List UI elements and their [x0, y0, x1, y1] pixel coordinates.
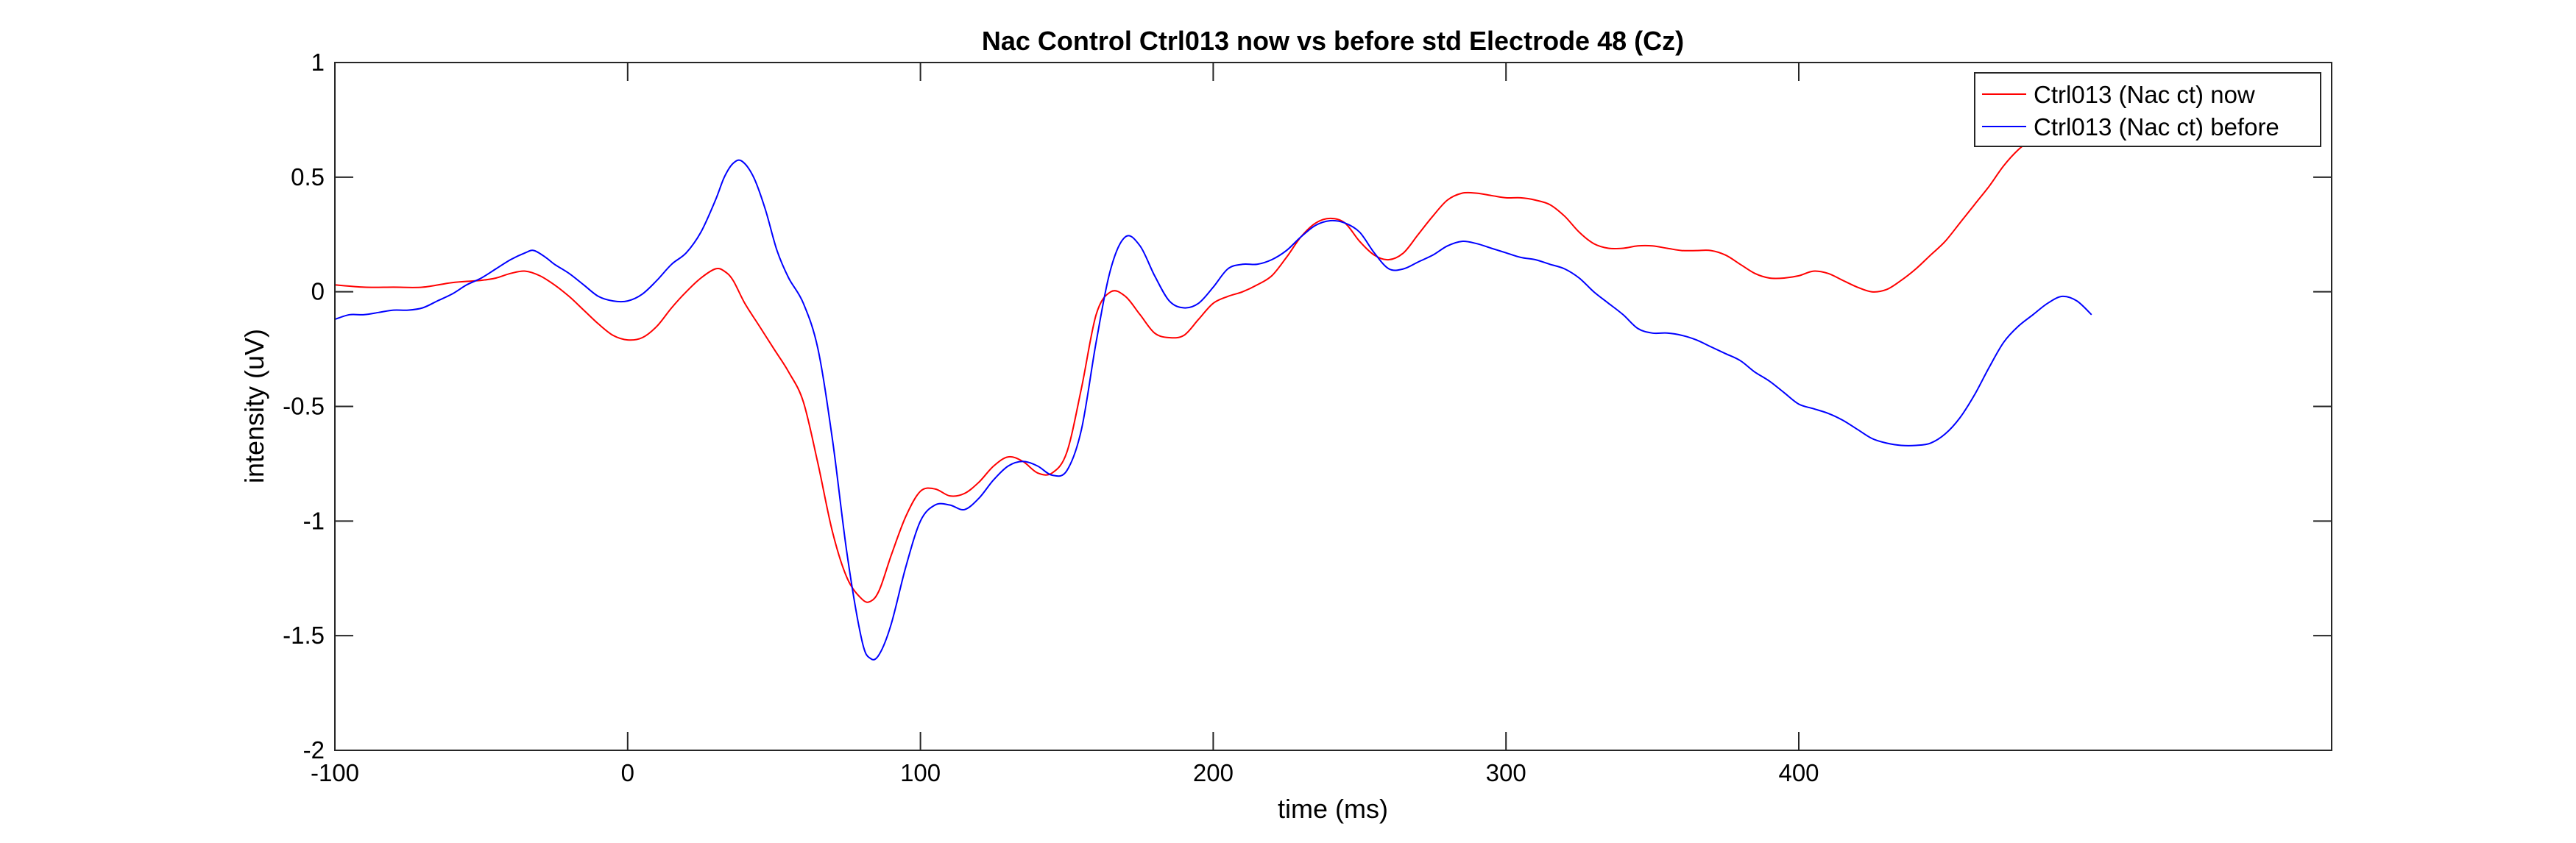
y-tick-label: 1 [311, 49, 325, 76]
legend: Ctrl013 (Nac ct) now Ctrl013 (Nac ct) be… [1974, 72, 2321, 147]
x-tick-label: 200 [1193, 759, 1234, 786]
x-tick-label: 300 [1486, 759, 1526, 786]
y-tick-label: -1 [303, 507, 325, 534]
series-line-now [334, 138, 2034, 603]
y-tick-label: 0 [311, 278, 325, 305]
plot-frame [334, 62, 2332, 751]
x-tick-label: 100 [900, 759, 941, 786]
x-tick-label: -100 [311, 759, 359, 786]
chart-title: Nac Control Ctrl013 now vs before std El… [982, 26, 1684, 56]
y-tick-label: -0.5 [283, 393, 325, 420]
legend-entry-now: Ctrl013 (Nac ct) now [2034, 81, 2255, 108]
y-tick-label: -2 [303, 736, 325, 764]
y-tick-label: 0.5 [291, 163, 325, 191]
plot-area [335, 63, 2332, 750]
legend-box [1974, 72, 2321, 147]
x-tick-labels: -100 0 100 200 300 400 [311, 759, 1819, 786]
y-axis-label: intensity (uV) [239, 329, 269, 483]
series-layer [334, 138, 2092, 661]
series-line-before [334, 159, 2092, 661]
x-axis-label: time (ms) [1278, 794, 1388, 824]
y-tick-label: -1.5 [283, 622, 325, 649]
y-tick-labels: 1 0.5 0 -0.5 -1 -1.5 -2 [283, 49, 325, 764]
x-tick-label: 0 [621, 759, 634, 786]
legend-entry-before: Ctrl013 (Nac ct) before [2034, 113, 2279, 140]
x-tick-label: 400 [1778, 759, 1819, 786]
